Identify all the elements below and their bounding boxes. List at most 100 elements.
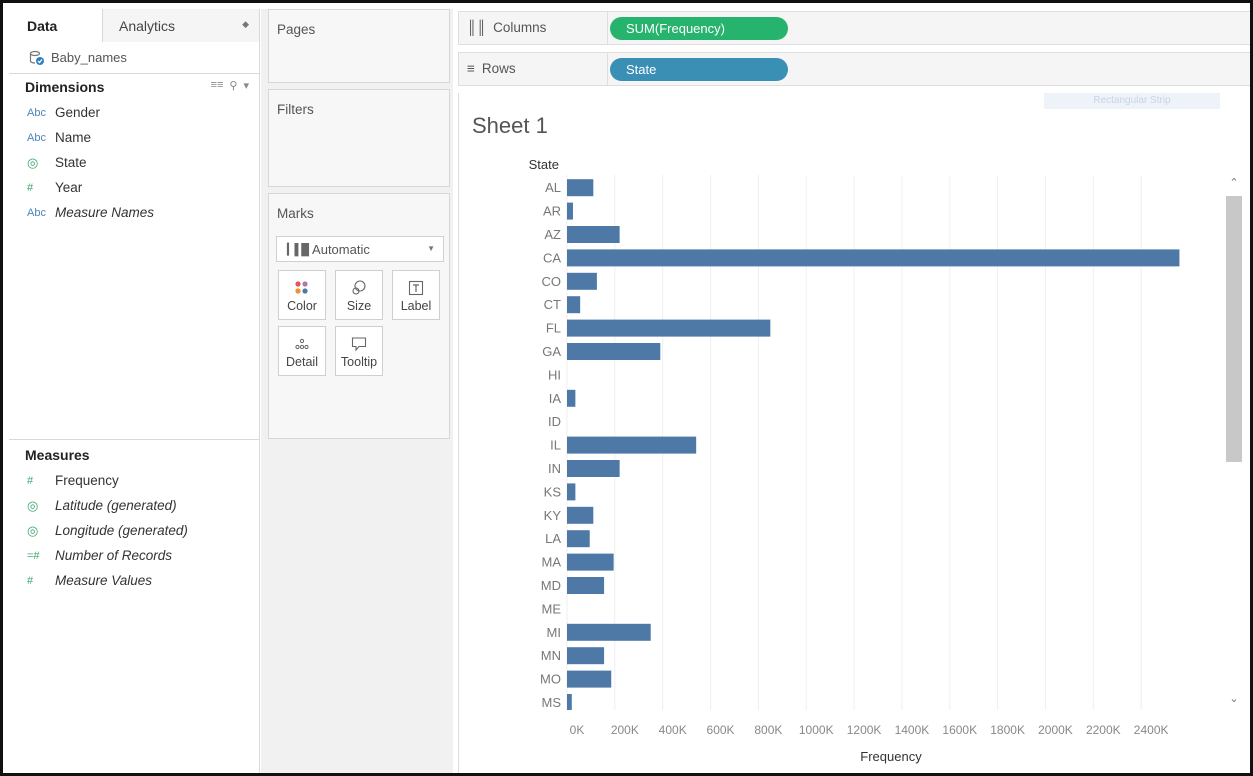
detail-icon — [294, 333, 310, 355]
measure-field[interactable]: ◎ Latitude (generated) — [9, 493, 259, 518]
bar-ky[interactable] — [567, 506, 594, 524]
bar-ar[interactable] — [567, 202, 573, 220]
state-tick-label: IN — [548, 461, 561, 476]
bar-md[interactable] — [567, 577, 605, 594]
scroll-thumb[interactable] — [1226, 196, 1242, 462]
vertical-scrollbar[interactable]: ⌃ ⌄ — [1225, 176, 1243, 706]
state-tick-label: CO — [542, 274, 562, 289]
bar-ga[interactable] — [567, 343, 661, 360]
dimension-field-name: Year — [55, 180, 83, 195]
bar-mo[interactable] — [567, 670, 612, 688]
bar-il[interactable] — [567, 436, 697, 454]
dimension-field[interactable]: Abc Gender — [9, 100, 259, 125]
ghost-tooltip: Rectangular Strip — [1044, 93, 1220, 109]
pages-card[interactable]: Pages — [268, 9, 450, 83]
columns-shelf-label: ║║ Columns — [467, 20, 546, 35]
state-tick-label: MS — [542, 695, 562, 710]
number-records-icon: =# — [27, 549, 40, 562]
columns-icon: ║║ — [467, 20, 487, 35]
view-list-icon[interactable]: ≡≡ — [210, 79, 224, 91]
tooltip-icon — [351, 333, 367, 355]
color-button[interactable]: Color — [278, 270, 326, 320]
bar-fl[interactable] — [567, 319, 771, 337]
x-tick-label: 600K — [707, 723, 735, 737]
filters-card[interactable]: Filters — [268, 89, 450, 187]
measure-field-name: Longitude (generated) — [55, 523, 188, 538]
bar-ct[interactable] — [567, 296, 581, 314]
tab-analytics[interactable]: Analytics ◆ — [103, 9, 259, 42]
bar-la[interactable] — [567, 530, 590, 548]
bar-ks[interactable] — [567, 483, 576, 501]
bar-ia[interactable] — [567, 389, 576, 407]
label-button[interactable]: Label — [392, 270, 440, 320]
number-type-icon: # — [27, 574, 34, 587]
state-tick-label: AZ — [544, 227, 561, 242]
x-tick-label: 2000K — [1038, 723, 1073, 737]
measures-heading: Measures — [9, 442, 259, 468]
dimension-field-name: Name — [55, 130, 92, 145]
globe-icon: ◎ — [27, 154, 39, 170]
datasource-item[interactable]: Baby_names — [9, 42, 259, 74]
state-tick-label: FL — [546, 321, 561, 336]
bar-co[interactable] — [567, 272, 597, 290]
string-type-icon: Abc — [27, 206, 46, 219]
string-type-icon: Abc — [27, 106, 46, 119]
globe-icon: ◎ — [27, 522, 39, 538]
color-icon — [294, 277, 310, 299]
columns-pill-sum-frequency[interactable]: SUM(Frequency) — [610, 17, 788, 40]
bar-ms[interactable] — [567, 694, 572, 711]
state-tick-label: GA — [542, 344, 561, 359]
measure-field[interactable]: =# Number of Records — [9, 543, 259, 568]
rows-pill-state[interactable]: State — [610, 58, 788, 81]
dimensions-tools: ≡≡ ⚲ ▾ — [211, 79, 249, 92]
state-tick-label: LA — [545, 531, 561, 546]
measures-heading-label: Measures — [25, 447, 90, 463]
dimension-field[interactable]: Abc Name — [9, 125, 259, 150]
bar-ca[interactable] — [567, 249, 1180, 267]
dimension-field[interactable]: Abc Measure Names — [9, 200, 259, 225]
scroll-down-icon[interactable]: ⌄ — [1229, 693, 1239, 705]
bar-ma[interactable] — [567, 553, 614, 571]
bar-az[interactable] — [567, 226, 620, 243]
measure-field[interactable]: ◎ Longitude (generated) — [9, 518, 259, 543]
tab-data[interactable]: Data — [9, 9, 103, 42]
cards-column: Pages Filters Marks ▎▌█ Automatic ▼ — [261, 9, 453, 773]
dimension-field[interactable]: # Year — [9, 175, 259, 200]
bar-mi[interactable] — [567, 623, 651, 641]
measure-field-name: Number of Records — [55, 548, 173, 563]
scroll-up-icon[interactable]: ⌃ — [1229, 177, 1239, 189]
rows-shelf[interactable]: ≡ Rows State — [458, 52, 1250, 86]
pages-card-title: Pages — [277, 22, 316, 37]
detail-button[interactable]: Detail — [278, 326, 326, 376]
measure-field[interactable]: # Frequency — [9, 468, 259, 493]
size-button[interactable]: Size — [335, 270, 383, 320]
tooltip-button[interactable]: Tooltip — [335, 326, 383, 376]
bar-chart: State AL AR AZ CA CO CT FL GA HI IA ID IL IN KS KY LA MA M… — [529, 157, 1180, 764]
state-tick-label: AR — [543, 204, 561, 219]
x-tick-label: 2200K — [1086, 723, 1121, 737]
search-icon[interactable]: ⚲ — [229, 80, 238, 92]
mark-type-dropdown[interactable]: ▎▌█ Automatic ▼ — [276, 236, 444, 262]
state-tick-label: CA — [543, 250, 561, 265]
columns-label-text: Columns — [493, 20, 547, 35]
columns-shelf[interactable]: ║║ Columns SUM(Frequency) — [458, 11, 1250, 45]
bar-al[interactable] — [567, 179, 594, 197]
dimension-field[interactable]: ◎ State — [9, 150, 259, 175]
number-type-icon: # — [27, 181, 34, 194]
x-tick-label: 1000K — [799, 723, 834, 737]
bar-mn[interactable] — [567, 647, 605, 665]
x-tick-label: 800K — [754, 723, 782, 737]
size-label: Size — [346, 299, 372, 313]
measure-field[interactable]: # Measure Values — [9, 568, 259, 593]
datasource-name: Baby_names — [51, 50, 127, 65]
mark-type-value: Automatic — [312, 241, 370, 257]
tab-caret-icon[interactable]: ◆ — [242, 19, 249, 29]
marks-card-title: Marks — [277, 206, 314, 221]
bar-in[interactable] — [567, 460, 620, 477]
dimension-field-name: Measure Names — [55, 205, 155, 220]
string-type-icon: Abc — [27, 131, 46, 144]
state-tick-label: HI — [548, 367, 561, 382]
menu-dropdown-icon[interactable]: ▾ — [243, 80, 249, 92]
x-axis-title: Frequency — [860, 749, 922, 764]
measure-field-name: Measure Values — [55, 573, 153, 588]
